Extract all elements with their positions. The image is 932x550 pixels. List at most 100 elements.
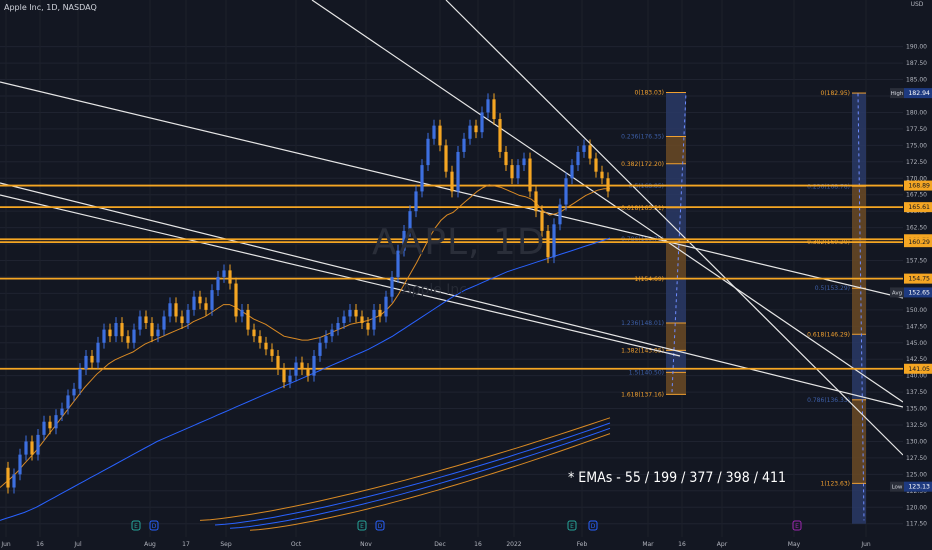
price-tag-badge: [890, 287, 904, 298]
candle-body: [126, 336, 130, 343]
candle-body: [234, 283, 238, 317]
price-tag: [904, 88, 932, 99]
candle-body: [114, 323, 118, 337]
ema-note: * EMAs - 55 / 199 / 377 / 398 / 411: [568, 470, 786, 486]
candle-body: [552, 224, 556, 258]
ema-long-line: [214, 422, 611, 526]
time-axis-label: 16: [678, 541, 686, 548]
candle-body: [60, 408, 64, 416]
fib-zone: [666, 136, 686, 164]
candle-body: [276, 355, 280, 370]
fib-zone: [852, 483, 866, 524]
axis-tick-label: 142.50: [906, 356, 927, 363]
axis-tick-label: 120.00: [906, 504, 927, 511]
candle-body: [288, 375, 292, 383]
price-tag: [904, 273, 932, 284]
candle-body: [246, 309, 250, 330]
axis-tick-label: 187.50: [906, 60, 927, 67]
time-axis-label: 2022: [506, 541, 521, 548]
candle-body: [186, 309, 190, 324]
fib-label: 0.618(146.29): [807, 331, 850, 338]
axis-tick-label: 157.50: [906, 258, 927, 265]
fib-label: 0.5(153.29): [815, 285, 850, 292]
candle-body: [402, 230, 406, 251]
candle-body: [480, 112, 484, 133]
axis-tick-label: 190.00: [906, 44, 927, 51]
axis-tick-label: 162.50: [906, 225, 927, 232]
symbol-header: Apple Inc, 1D, NASDAQ: [4, 3, 97, 12]
candle-body: [528, 158, 532, 192]
time-axis-label: Feb: [577, 541, 588, 548]
candle-body: [378, 309, 382, 317]
fib-label: 0.786(136.33): [807, 397, 850, 404]
candle-body: [300, 362, 304, 370]
trendline: [445, 0, 904, 456]
time-axis-label: Jul: [73, 541, 82, 548]
candle-body: [324, 336, 328, 343]
candle-body: [204, 303, 208, 310]
candle-body: [198, 296, 202, 304]
candle-body: [420, 165, 424, 192]
candle-body: [144, 316, 148, 324]
event-marker: [131, 520, 141, 531]
candle-body: [264, 342, 268, 350]
fib-zone: [666, 322, 686, 351]
fib-zone: [666, 92, 686, 137]
candle-body: [306, 369, 310, 376]
candle-body: [18, 454, 22, 475]
event-marker-label: D: [152, 523, 157, 530]
event-marker: [375, 520, 385, 531]
candle-body: [294, 362, 298, 376]
candle-body: [180, 316, 184, 324]
candle-body: [384, 296, 388, 317]
candle-body: [222, 270, 226, 277]
axis-currency: USD: [911, 1, 924, 8]
candle-body: [336, 323, 340, 330]
time-axis-label: 16: [474, 541, 482, 548]
fib-label: 0.236(168.78): [807, 183, 850, 190]
fib-zone: [852, 334, 866, 400]
axis-tick-label: 130.00: [906, 438, 927, 445]
candle-body: [150, 323, 154, 337]
fib-label: 0(182.95): [821, 90, 851, 97]
price-tag-value: 154.75: [908, 276, 930, 283]
time-axis-label: 16: [36, 541, 44, 548]
time-axis-label: Jun: [860, 541, 871, 548]
time-axis-label: Nov: [360, 541, 372, 548]
fib-zone: [666, 207, 686, 240]
candle-body: [564, 178, 568, 205]
candle-body: [342, 316, 346, 324]
candle-body: [516, 165, 520, 179]
axis-tick-label: 175.00: [906, 142, 927, 149]
time-axis-label: Aug: [144, 541, 156, 548]
event-marker-label: E: [570, 523, 574, 530]
candle-body: [474, 125, 478, 133]
candle-body: [90, 355, 94, 363]
candle-body: [558, 204, 562, 225]
candle-body: [498, 119, 502, 152]
candle-body: [594, 158, 598, 172]
event-marker: [567, 520, 577, 531]
event-marker-label: E: [795, 523, 799, 530]
candle-body: [258, 336, 262, 343]
time-axis-label: Oct: [291, 541, 302, 548]
candle-body: [72, 388, 76, 396]
candle-body: [12, 474, 16, 488]
candle-body: [414, 191, 418, 212]
fib-zone: [666, 185, 686, 208]
candle-body: [606, 178, 610, 192]
fib-label: 1.618(137.16): [621, 391, 664, 398]
fib-label: 0.236(176.35): [621, 133, 664, 140]
price-tag-badge: [890, 481, 904, 492]
price-tag: [904, 481, 932, 492]
price-tag-label: High: [891, 91, 904, 97]
candle-body: [486, 99, 490, 113]
candle-body: [102, 329, 106, 343]
axis-tick-label: 147.50: [906, 323, 927, 330]
event-marker-label: D: [591, 523, 596, 530]
candle-body: [132, 329, 136, 343]
candle-body: [510, 165, 514, 179]
candle-body: [252, 329, 256, 337]
axis-tick-label: 167.50: [906, 192, 927, 199]
